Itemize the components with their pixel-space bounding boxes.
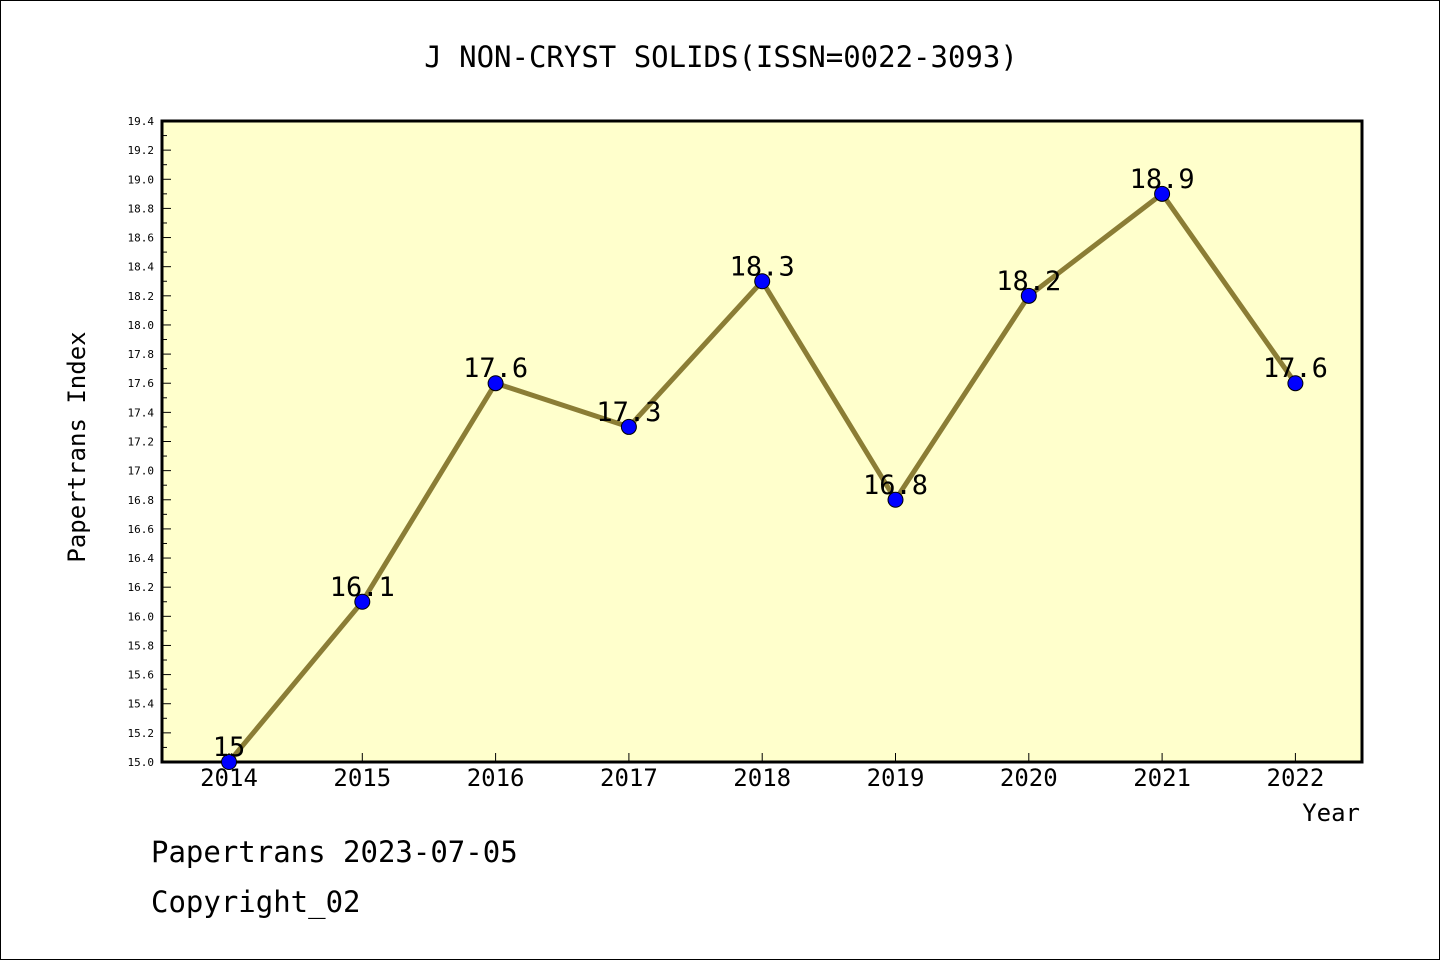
data-point <box>487 375 504 392</box>
plot-area <box>160 119 1364 764</box>
data-label: 16.1 <box>330 572 395 603</box>
x-axis-label: Year <box>1302 799 1360 827</box>
data-point <box>1020 287 1037 304</box>
x-tick-label: 2020 <box>1000 764 1058 792</box>
x-tick-label: 2022 <box>1267 764 1325 792</box>
y-tick-label: 19.0 <box>128 173 155 186</box>
data-point <box>221 754 237 770</box>
y-tick-label: 18.6 <box>128 232 155 245</box>
data-point <box>1154 185 1171 202</box>
x-tick-label: 2016 <box>467 764 525 792</box>
x-tick-label: 2021 <box>1133 764 1191 792</box>
data-label: 18.9 <box>1130 164 1195 195</box>
data-label: 18.3 <box>730 251 795 282</box>
x-tick-label: 2019 <box>867 764 925 792</box>
data-label: 17.3 <box>596 397 661 428</box>
data-point <box>754 273 771 290</box>
series-group <box>221 185 1304 770</box>
data-label: 16.8 <box>863 470 928 501</box>
y-tick-label: 18.2 <box>128 290 155 303</box>
x-axis-ticks: 2014 2015 2016 2017 2018 2019 2020 2021 2022 <box>200 753 1324 792</box>
data-label: 18.2 <box>996 266 1061 297</box>
y-tick-label: 17.0 <box>128 465 155 478</box>
y-tick-label: 16.0 <box>128 610 155 623</box>
y-tick-label: 19.2 <box>128 144 155 157</box>
data-label: 15 <box>213 732 246 763</box>
data-labels-group: 15 16.1 17.6 17.3 18.3 16.8 18.2 18.9 17.6 <box>213 164 1328 763</box>
y-tick-label: 15.8 <box>128 639 155 652</box>
y-tick-label: 18.4 <box>128 261 155 274</box>
data-point <box>1287 375 1304 392</box>
y-tick-label: 16.4 <box>128 552 155 565</box>
y-tick-label: 17.6 <box>128 377 155 390</box>
footer-date: Papertrans 2023-07-05 <box>151 835 518 869</box>
y-tick-label: 15.6 <box>128 669 155 682</box>
y-axis-label: Papertrans Index <box>63 331 91 562</box>
y-tick-label: 16.2 <box>128 581 155 594</box>
y-tick-label: 15.4 <box>128 698 155 711</box>
data-label: 17.6 <box>463 353 528 384</box>
y-tick-label: 19.4 <box>128 115 155 128</box>
footer-copyright: Copyright_02 <box>151 885 361 919</box>
data-point <box>620 418 637 435</box>
y-axis-ticks: 15.0 15.2 15.4 15.6 15.8 16.0 16.2 16.4 16.6 16.8… <box>128 115 171 769</box>
y-tick-label: 15.2 <box>128 727 155 740</box>
data-point <box>887 491 904 508</box>
data-label: 17.6 <box>1263 353 1328 384</box>
x-tick-label: 2017 <box>600 764 658 792</box>
x-tick-label: 2015 <box>333 764 391 792</box>
y-tick-label: 17.8 <box>128 348 155 361</box>
y-tick-label: 18.8 <box>128 202 155 215</box>
y-tick-label: 16.6 <box>128 523 155 536</box>
y-tick-label: 17.2 <box>128 436 155 449</box>
x-tick-label: 2018 <box>733 764 791 792</box>
chart-title: J NON-CRYST SOLIDS(ISSN=0022-3093) <box>424 40 1018 74</box>
y-tick-label: 16.8 <box>128 494 155 507</box>
y-tick-label: 17.4 <box>128 406 155 419</box>
data-point <box>354 593 371 610</box>
y-tick-label: 18.0 <box>128 319 155 332</box>
y-tick-label: 15.0 <box>128 756 155 769</box>
